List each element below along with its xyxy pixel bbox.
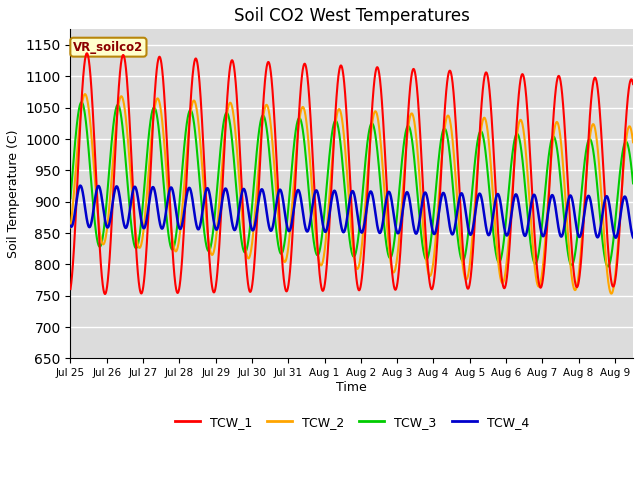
TCW_4	[67, 223, 74, 229]
TCW_1	[83, 50, 91, 56]
TCW_3	[618, 151, 626, 156]
TCW_2	[282, 256, 290, 262]
TCW_1	[618, 178, 626, 183]
TCW_1	[629, 81, 637, 87]
TCW_3	[77, 99, 85, 105]
TCW_2	[557, 145, 565, 151]
Line: TCW_3: TCW_3	[70, 102, 633, 266]
TCW_1	[164, 169, 172, 175]
Line: TCW_4: TCW_4	[70, 186, 633, 238]
TCW_1	[131, 226, 139, 232]
TCW_4	[131, 184, 139, 190]
Legend: TCW_1, TCW_2, TCW_3, TCW_4: TCW_1, TCW_2, TCW_3, TCW_4	[170, 411, 534, 434]
TCW_3	[131, 244, 139, 250]
TCW_4	[164, 194, 172, 200]
TCW_3	[164, 229, 172, 235]
TCW_2	[131, 221, 139, 227]
TCW_1	[67, 286, 74, 292]
Line: TCW_1: TCW_1	[70, 53, 633, 294]
TCW_2	[67, 225, 74, 230]
TCW_4	[282, 220, 290, 226]
TCW_2	[81, 91, 89, 97]
TCW_1	[307, 122, 315, 128]
TCW_4	[77, 183, 84, 189]
Line: TCW_2: TCW_2	[70, 94, 633, 294]
TCW_1	[101, 291, 109, 297]
Text: VR_soilco2: VR_soilco2	[74, 41, 143, 54]
TCW_2	[307, 168, 315, 174]
TCW_3	[307, 211, 315, 217]
TCW_2	[164, 192, 172, 197]
TCW_1	[558, 87, 566, 93]
TCW_4	[612, 235, 620, 240]
TCW_3	[282, 225, 290, 231]
TCW_2	[629, 139, 637, 145]
TCW_3	[604, 264, 612, 269]
X-axis label: Time: Time	[337, 381, 367, 394]
TCW_1	[283, 288, 291, 294]
TCW_4	[557, 234, 565, 240]
TCW_3	[629, 180, 637, 186]
TCW_2	[607, 291, 615, 297]
Y-axis label: Soil Temperature (C): Soil Temperature (C)	[7, 130, 20, 258]
TCW_4	[307, 215, 315, 221]
TCW_4	[618, 201, 626, 206]
TCW_3	[67, 195, 74, 201]
TCW_3	[557, 188, 565, 194]
Title: Soil CO2 West Temperatures: Soil CO2 West Temperatures	[234, 7, 470, 25]
TCW_2	[618, 179, 626, 185]
TCW_4	[629, 234, 637, 240]
